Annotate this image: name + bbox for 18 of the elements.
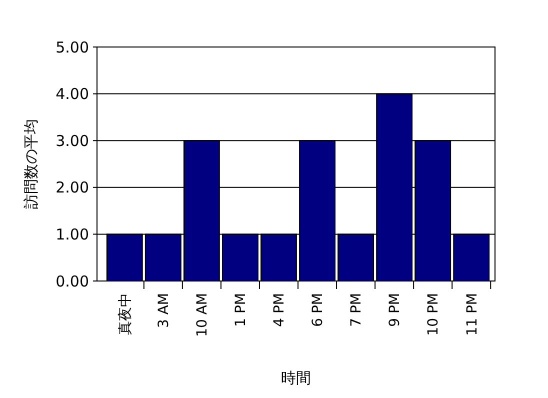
y-tick-label: 2.00 [56, 178, 89, 197]
y-tick-label: 5.00 [56, 38, 89, 56]
y-tick-label: 0.00 [56, 272, 89, 290]
y-tick-label: 1.00 [56, 225, 89, 244]
x-tick-label: 7 PM [348, 293, 365, 327]
y-tick-label: 4.00 [56, 85, 89, 104]
x-tick-label: 真夜中 [118, 293, 134, 335]
x-tick-label: 10 AM [194, 293, 211, 337]
x-tick-label: 1 PM [233, 293, 250, 327]
x-tick-label: 3 AM [156, 293, 172, 328]
x-tick-label: 11 PM [464, 293, 480, 336]
x-tick-label: 10 PM [426, 293, 442, 336]
y-axis-title: 訪問数の平均 [22, 119, 40, 209]
x-tick-label: 4 PM [272, 293, 288, 327]
x-tick-label: 9 PM [387, 293, 404, 327]
x-tick-label: 6 PM [310, 293, 326, 327]
x-axis-title: 時間 [281, 369, 311, 387]
y-tick-label: 3.00 [56, 132, 89, 150]
